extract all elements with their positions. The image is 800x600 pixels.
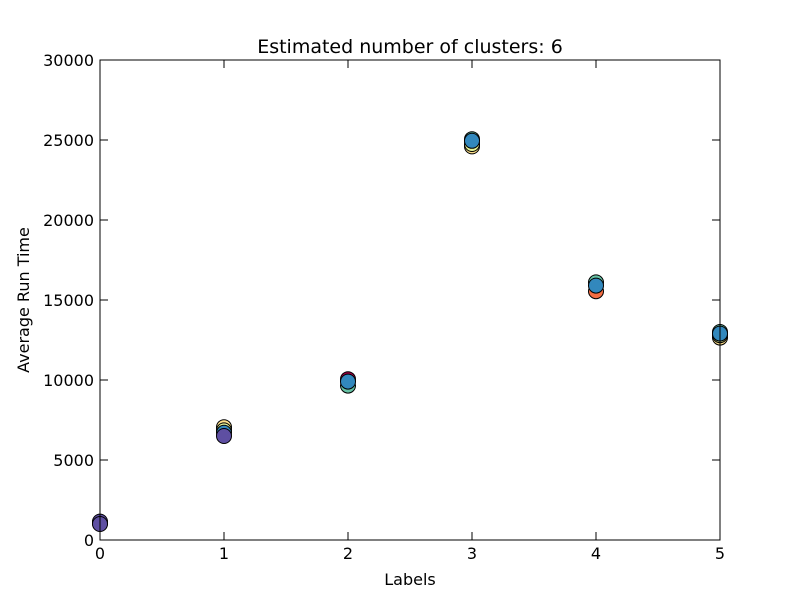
y-tick-label: 25000 (43, 131, 94, 150)
data-point (216, 428, 232, 444)
x-tick-label: 3 (467, 544, 477, 563)
data-point (588, 277, 604, 294)
data-point (464, 132, 480, 149)
y-tick-label: 20000 (43, 211, 94, 230)
x-axis-ticks: 0 1 2 3 4 5 (95, 60, 725, 563)
x-tick-label: 2 (343, 544, 353, 563)
y-tick-label: 15000 (43, 291, 94, 310)
y-axis-ticks: 0 5000 10000 15000 20000 25000 30000 (43, 51, 720, 550)
y-tick-label: 10000 (43, 371, 94, 390)
plot-frame (99, 59, 721, 541)
y-axis-label: Average Run Time (14, 227, 33, 373)
x-tick-label: 1 (219, 544, 229, 563)
chart-title: Estimated number of clusters: 6 (257, 36, 563, 58)
data-points (92, 131, 728, 532)
x-tick-label: 5 (715, 544, 725, 563)
x-tick-label: 4 (591, 544, 601, 563)
x-axis-label: Labels (384, 570, 436, 589)
y-tick-label: 5000 (53, 451, 94, 470)
y-tick-label: 30000 (43, 51, 94, 70)
y-tick-label: 0 (84, 531, 94, 550)
data-point (340, 373, 356, 390)
x-tick-label: 0 (95, 544, 105, 563)
